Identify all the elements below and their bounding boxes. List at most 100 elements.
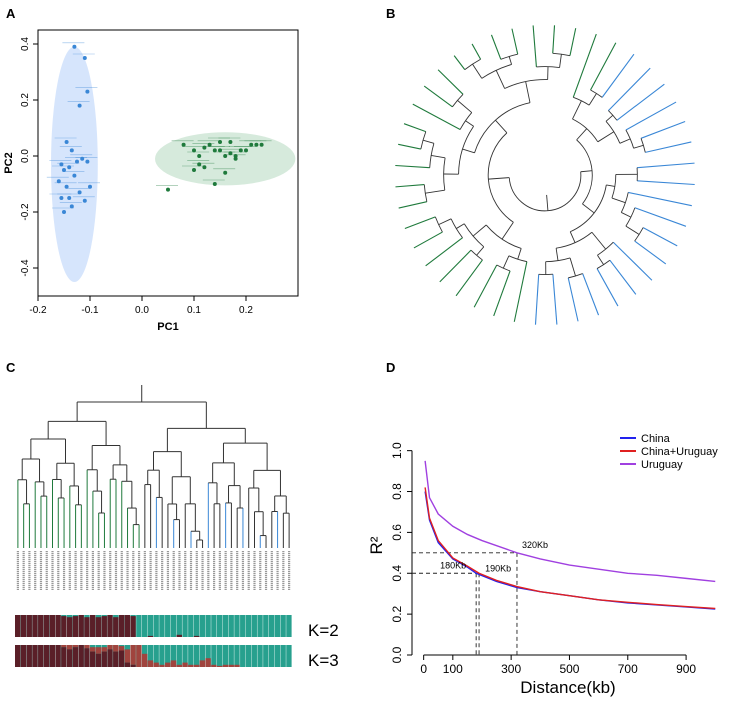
tree-leaf-branch [640, 120, 686, 139]
y-tick-label: 0.4 [390, 565, 404, 582]
admixture-bar [170, 615, 177, 637]
tree-arc [611, 174, 617, 199]
admixture-bar [147, 645, 154, 667]
tree-arc [568, 273, 583, 279]
tree-leaf-branch [412, 103, 461, 131]
tree-branch [495, 119, 508, 134]
admixture-segment [176, 664, 182, 667]
admixture-segment [124, 662, 131, 667]
scatter-point [56, 179, 61, 184]
y-axis-label: R² [367, 536, 386, 554]
admixture-bar [136, 615, 142, 637]
tree-branch [472, 224, 487, 237]
tree-branch [621, 212, 632, 218]
admixture-segment [43, 645, 50, 667]
tree-arc [545, 257, 571, 263]
scatter-point [166, 187, 170, 192]
admixture-bar [153, 615, 159, 637]
admixture-segment [113, 645, 119, 652]
admixture-bar [199, 615, 206, 637]
tree-branch [425, 189, 445, 194]
panel-label-d: D [386, 360, 395, 375]
panel-label-a: A [6, 6, 16, 21]
x-axis-label: PC1 [157, 321, 178, 333]
admixture-bar [263, 645, 269, 667]
admixture-segment [15, 615, 21, 637]
scatter-point [244, 148, 248, 153]
admixture-segment [216, 665, 223, 667]
admixture-bar [234, 645, 240, 667]
legend-label: Uruguay [641, 459, 683, 471]
admixture-bar [159, 645, 165, 667]
tree-leaf-branch [601, 53, 635, 98]
y-tick-label: 0.2 [20, 93, 31, 107]
admixture-segment [72, 645, 79, 648]
tree-arc [508, 171, 582, 212]
admixture-bar [286, 615, 292, 637]
admixture-segment [165, 662, 171, 667]
tree-branch [517, 248, 522, 260]
admixture-segment [193, 635, 200, 637]
tree-branch [555, 248, 559, 261]
scatter-point [82, 198, 87, 203]
admixture-segment [118, 650, 125, 667]
admixture-segment [84, 645, 90, 649]
admixture-segment [38, 615, 44, 637]
admixture-bar [240, 615, 246, 637]
admixture-bar [228, 645, 234, 667]
tree-leaf-branch [532, 25, 537, 67]
tree-arc [470, 249, 483, 261]
tree-arc [625, 207, 636, 227]
tree-leaf-branch [403, 123, 427, 133]
tree-leaf-branch [395, 184, 425, 188]
tree-leaf-branch [534, 274, 540, 325]
admixture-bar [182, 615, 188, 637]
plot-frame [37, 29, 299, 297]
tree-arc [500, 53, 518, 60]
pca-scatter-plot: -0.2 -0.1 0.0 0.1 0.2 -0.4 -0.2 0.0 0.2 0.4 PC1 PC2 [3, 29, 299, 333]
tree-arc [634, 227, 644, 242]
tree-branch [559, 54, 562, 68]
admixture-bar [182, 645, 188, 667]
admixture-bar [234, 615, 240, 637]
admixture-bar [159, 615, 165, 637]
tree-leaf-branch [473, 264, 498, 308]
admixture-segment [147, 660, 154, 667]
scatter-point [197, 154, 202, 158]
y-tick-label: 0.6 [390, 524, 404, 541]
admixture-bar [263, 615, 269, 637]
admixture-segment [170, 660, 177, 667]
admixture-segment [136, 645, 142, 667]
admixture-segment [182, 662, 188, 667]
tree-leaf-branch [395, 164, 430, 169]
tree-branch [495, 70, 506, 89]
admixture-segment [72, 616, 79, 637]
admixture-segment [72, 647, 79, 667]
admixture-segment [101, 647, 107, 652]
tree-leaf-branch [596, 268, 619, 307]
admixture-segment [66, 649, 73, 667]
tree-leaf-branch [425, 237, 463, 267]
admixture-segment [84, 648, 90, 667]
admixture-segment [95, 647, 102, 654]
admixture-segment [130, 664, 136, 667]
tree-leaf-branch [637, 162, 695, 169]
admixture-bar [222, 615, 229, 637]
tree-leaf-branch [590, 42, 617, 91]
admixture-bar [257, 615, 263, 637]
scatter-point [212, 182, 217, 186]
admixture-segment [153, 662, 159, 667]
tree-branch [606, 184, 615, 187]
x-tick-label: 0.1 [187, 305, 201, 316]
admixture-segment [113, 617, 119, 637]
admixture-segment [61, 647, 67, 667]
tree-arc [625, 129, 635, 149]
legend-label: China+Uruguay [641, 446, 718, 458]
admixture-segment [101, 616, 107, 637]
y-tick-label: 0.0 [20, 149, 31, 163]
admixture-segment [228, 664, 234, 667]
tree-leaf-branch [404, 216, 436, 230]
admixture-segment [66, 617, 73, 637]
admixture-segment [55, 645, 61, 667]
scatter-point [64, 184, 69, 189]
